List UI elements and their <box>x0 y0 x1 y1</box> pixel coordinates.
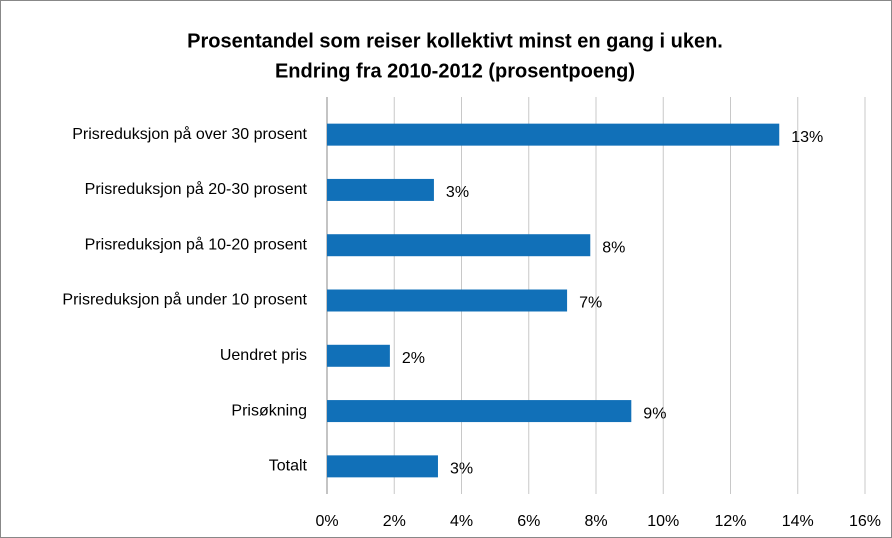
chart-subtitle: Endring fra 2010-2012 (prosentpoeng) <box>275 60 635 82</box>
bar <box>327 234 591 257</box>
value-label: 8% <box>602 239 625 256</box>
bar <box>327 123 780 146</box>
y-tick-label: Prisreduksjon på 10-20 prosent <box>85 235 308 253</box>
y-tick-label: Prisreduksjon på 20-30 prosent <box>85 180 308 198</box>
value-label: 3% <box>450 461 473 478</box>
bar <box>327 455 438 478</box>
chart-title: Prosentandel som reiser kollektivt minst… <box>187 30 723 52</box>
x-tick-label: 4% <box>450 513 473 530</box>
x-tick-label: 2% <box>383 513 406 530</box>
x-tick-label: 0% <box>315 513 338 530</box>
x-tick-label: 16% <box>849 513 881 530</box>
value-label: 7% <box>579 295 602 312</box>
x-tick-label: 12% <box>714 513 746 530</box>
y-tick-label: Prisreduksjon på under 10 prosent <box>62 291 307 309</box>
value-label: 9% <box>643 405 666 422</box>
value-label: 3% <box>446 184 469 201</box>
x-tick-label: 6% <box>517 513 540 530</box>
y-tick-label: Totalt <box>269 458 308 475</box>
bar <box>327 400 632 423</box>
value-label: 2% <box>402 350 425 367</box>
y-tick-label: Prisreduksjon på over 30 prosent <box>72 125 307 143</box>
y-tick-label: Prisøkning <box>231 402 307 419</box>
x-tick-label: 14% <box>782 513 814 530</box>
bar <box>327 289 568 312</box>
bar <box>327 344 390 367</box>
x-tick-label: 10% <box>647 513 679 530</box>
value-label: 13% <box>791 129 823 146</box>
bar <box>327 178 434 201</box>
x-tick-label: 8% <box>584 513 607 530</box>
y-tick-label: Uendret pris <box>220 347 307 364</box>
